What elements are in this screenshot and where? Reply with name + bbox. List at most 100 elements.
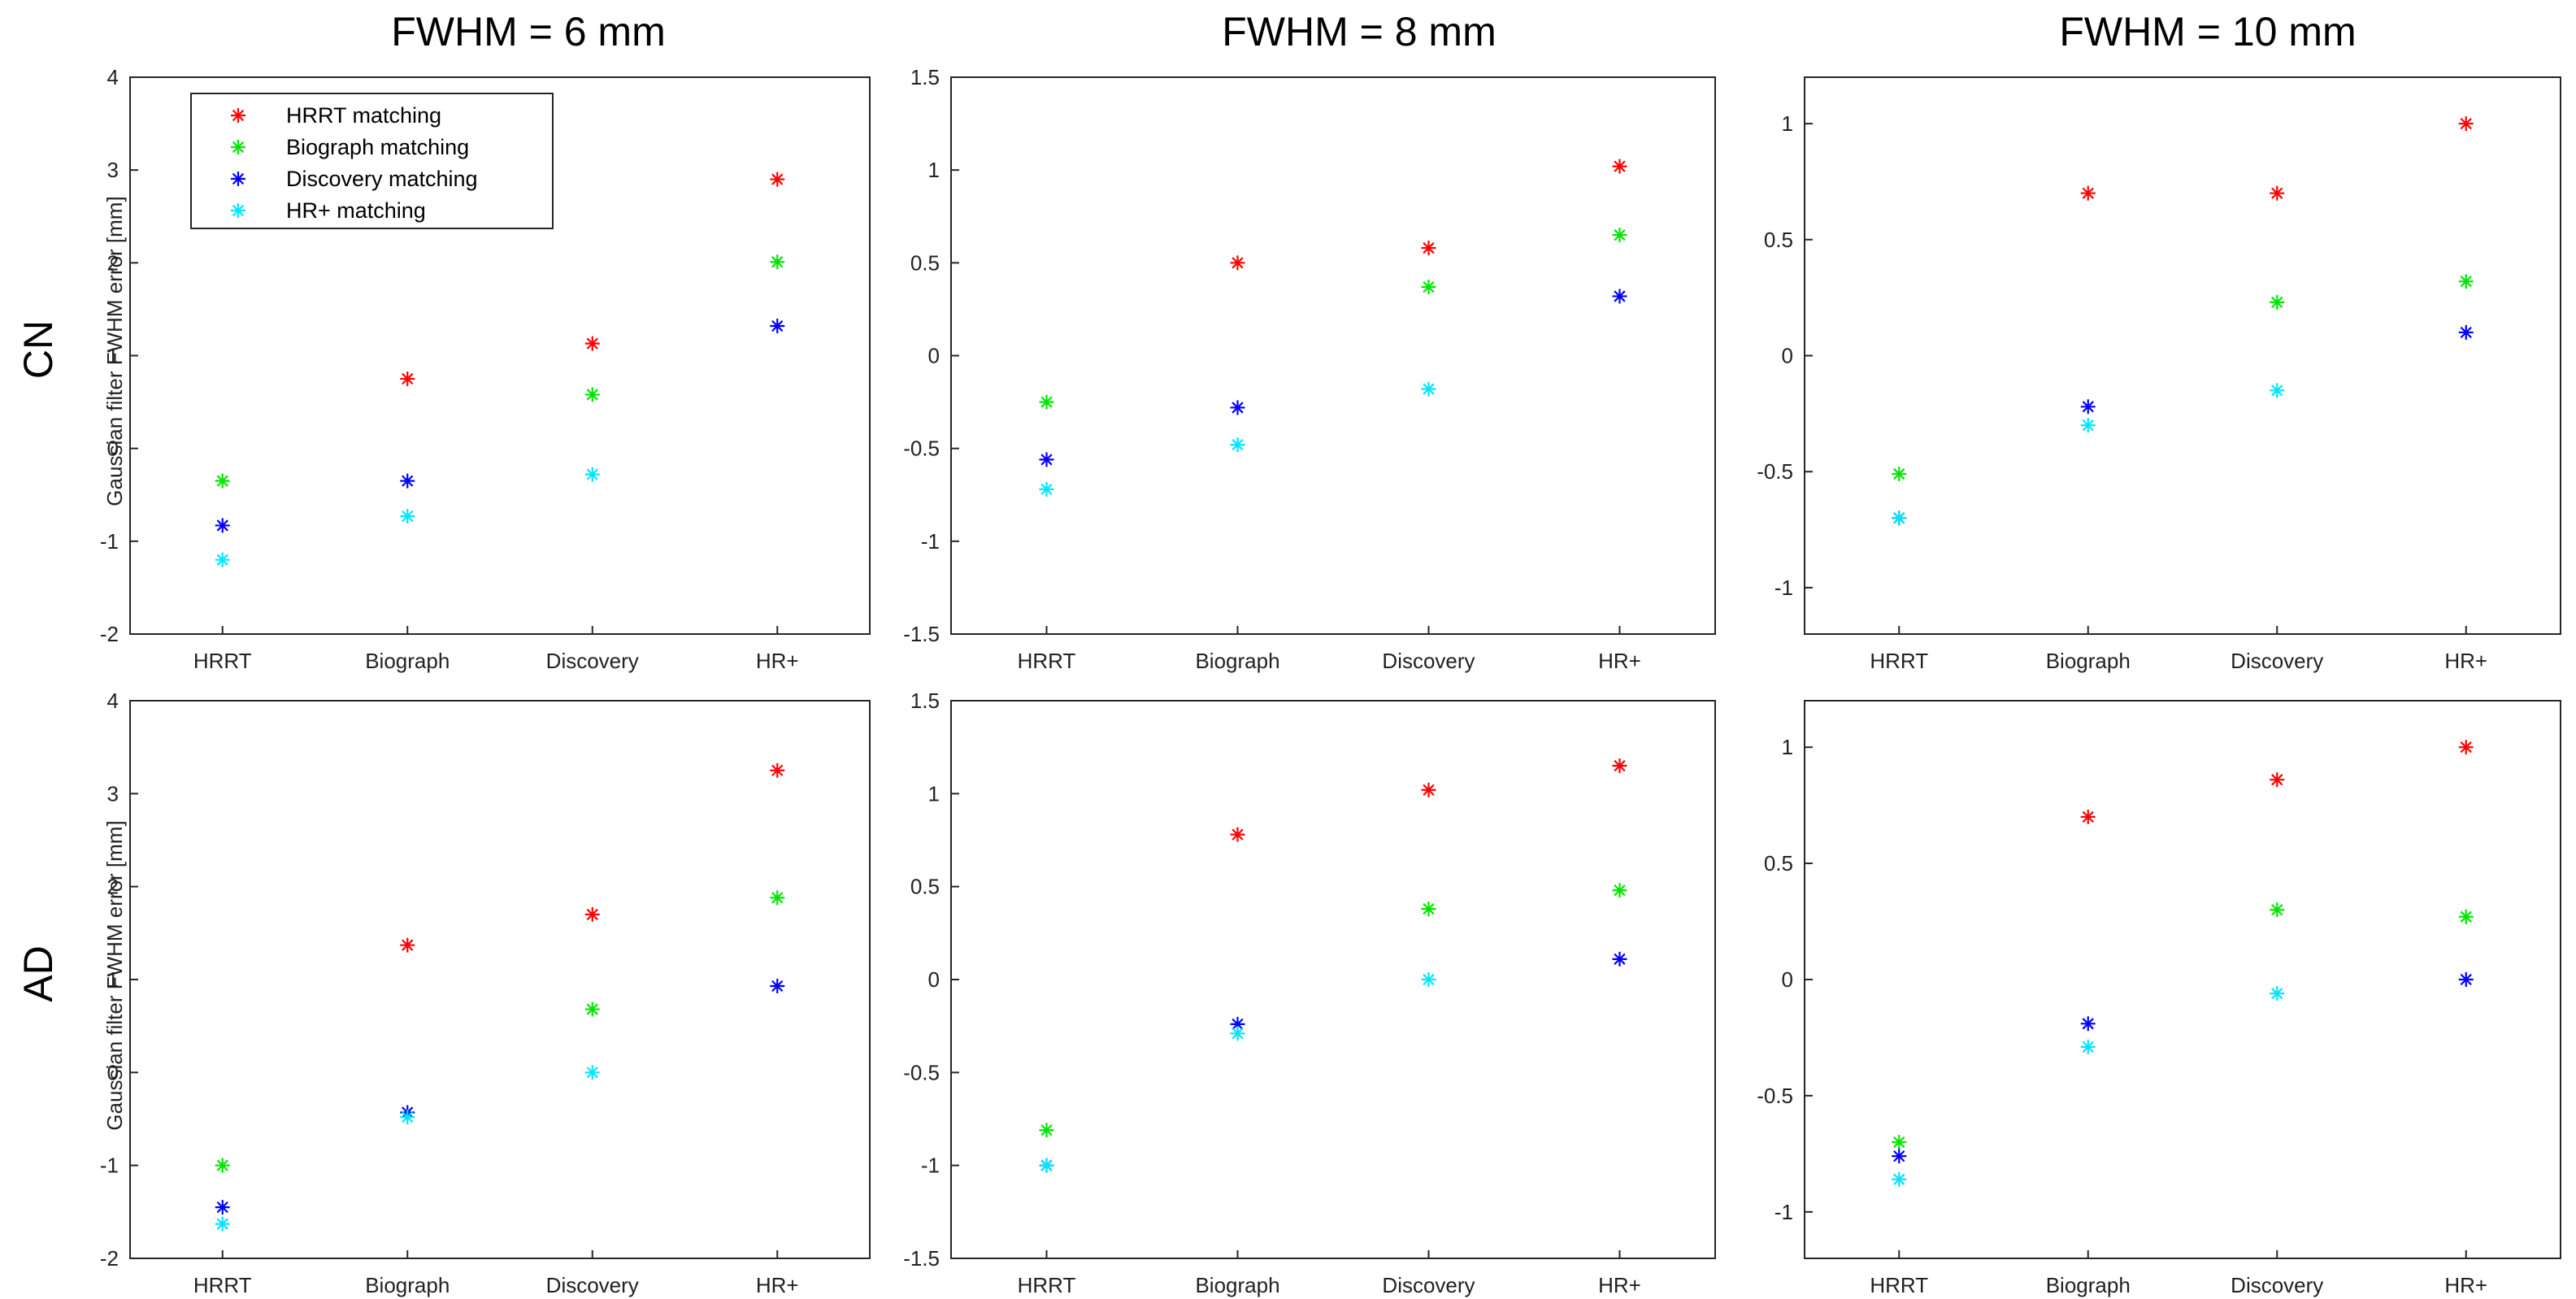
panel-ad-8mm-ytick-label-6: 1 (928, 781, 940, 806)
panel-ad-10mm-point-biograph-hrplus (2458, 909, 2474, 924)
panel-ad-6mm-point-hrplus-biograph (400, 1110, 415, 1125)
panel-ad-10mm-point-biograph-hrrt-stroke-4 (1893, 1136, 1905, 1149)
panel-cn-6mm-point-discovery-hrrt-stroke-4 (216, 519, 228, 532)
panel-ad-8mm-ytick-label-4: 0 (928, 967, 940, 992)
panel-cn-10mm-point-discovery-biograph-stroke-4 (2082, 401, 2094, 413)
panel-ad-6mm: -2 -1 0 1 2 3 4 HRRT Biograph Discovery HR+ (100, 689, 871, 1297)
panel-cn-8mm-point-biograph-discovery-stroke-4 (1423, 280, 1435, 293)
panel-ad-10mm-point-hrplus-discovery (2270, 986, 2285, 1001)
panel-cn-10mm-point-hrplus-biograph (2080, 418, 2096, 433)
panel-ad-6mm-point-biograph-discovery (584, 1001, 600, 1017)
panel-cn-8mm-point-discovery-biograph-stroke-4 (1232, 402, 1244, 414)
panel-ad-10mm-point-hrrt-discovery (2270, 772, 2285, 788)
panel-cn-8mm-point-hrrt-hrplus (1612, 159, 1627, 174)
panel-ad-10mm-point-biograph-hrplus-stroke-4 (2460, 910, 2472, 923)
panel-cn-10mm-point-biograph-hrrt (1892, 467, 1907, 482)
panel-ad-8mm-point-hrrt-hrplus-stroke-4 (1614, 759, 1626, 772)
panel-ad-6mm-ytick-label-1: -2 (100, 1246, 119, 1271)
panel-cn-10mm-point-biograph-hrrt-stroke-4 (1893, 467, 1905, 480)
column-title-6mm: FWHM = 6 mm (391, 9, 665, 54)
row-label-ad: AD (15, 945, 61, 1001)
panel-ad-8mm-xtick-label-hrplus: HR+ (1598, 1273, 1641, 1297)
panel-cn-10mm-point-discovery-biograph (2080, 399, 2096, 415)
panel-ad-6mm-point-biograph-hrplus-stroke-4 (771, 892, 784, 904)
panel-cn-10mm-xtick-label-biograph: Biograph (2046, 649, 2131, 673)
panel-ad-10mm-point-hrplus-biograph (2080, 1039, 2096, 1054)
legend-entry-discovery: Discovery matching (286, 167, 478, 191)
panel-cn-8mm-xtick-label-hrrt: HRRT (1018, 649, 1076, 673)
panel-ad-6mm-point-discovery-hrplus-stroke-4 (771, 980, 784, 993)
panel-ad-10mm-xtick-label-hrrt: HRRT (1870, 1273, 1928, 1297)
panel-cn-10mm-point-hrrt-discovery-stroke-4 (2271, 187, 2283, 199)
panel-cn-8mm-point-discovery-biograph (1230, 400, 1245, 415)
panel-ad-8mm-point-biograph-hrplus-stroke-4 (1614, 884, 1626, 897)
panel-ad-6mm-point-hrrt-discovery-stroke-4 (586, 908, 598, 921)
panel-cn-10mm-ytick-label-4: 0.5 (1764, 228, 1793, 252)
panel-ad-8mm: -1.5 -1 -0.5 0 0.5 1 1.5 HRRT Biograph Discovery H… (903, 689, 1716, 1297)
panel-ad-10mm-point-biograph-discovery-stroke-4 (2271, 904, 2283, 916)
panel-cn-8mm-point-discovery-hrplus (1612, 289, 1627, 304)
legend-marker-hrplus-stroke-4 (232, 204, 245, 217)
legend-entry-hrrt: HRRT matching (286, 103, 441, 128)
panel-ad-10mm-point-hrrt-hrplus-stroke-4 (2460, 741, 2472, 754)
panel-cn-8mm-xtick-label-biograph: Biograph (1195, 649, 1279, 673)
panel-ad-6mm-point-hrrt-hrplus (770, 762, 785, 778)
panel-cn-10mm-point-hrplus-hrrt-stroke-4 (1893, 512, 1905, 524)
panel-cn-6mm-point-hrrt-biograph (400, 371, 415, 387)
panel-ad-8mm-point-discovery-biograph (1230, 1016, 1245, 1032)
panel-cn-6mm-point-biograph-hrplus (770, 254, 785, 270)
panel-cn-8mm-point-discovery-hrrt-stroke-4 (1040, 454, 1053, 466)
panel-cn-6mm-point-hrplus-hrrt-stroke-4 (216, 554, 228, 566)
panel-ad-8mm-point-hrrt-discovery-stroke-4 (1423, 784, 1435, 796)
panel-ad-6mm-point-hrplus-discovery-stroke-4 (586, 1067, 598, 1079)
panel-ad-8mm-ytick-label-5: 0.5 (910, 875, 940, 899)
panel-ad-8mm-point-biograph-discovery (1421, 901, 1436, 917)
panel-cn-8mm-point-hrrt-discovery (1421, 241, 1436, 256)
panel-ad-8mm-point-hrrt-biograph (1230, 827, 1245, 842)
panel-ad-10mm-point-hrrt-biograph-stroke-4 (2082, 810, 2094, 823)
panel-ad-8mm-point-discovery-hrplus-stroke-4 (1614, 953, 1626, 965)
panel-cn-10mm-point-hrplus-biograph-stroke-4 (2082, 419, 2094, 432)
panel-cn-6mm-point-discovery-hrplus-stroke-4 (771, 319, 784, 332)
panel-cn-10mm-point-hrplus-discovery (2270, 383, 2285, 398)
panel-cn-6mm-ytick-label-2: -1 (100, 529, 119, 554)
panel-ad-6mm-point-discovery-hrrt (215, 1200, 230, 1215)
panel-ad-6mm-ytick-label-2: -1 (100, 1153, 119, 1178)
panel-cn-10mm-point-hrrt-hrplus-stroke-4 (2460, 117, 2472, 130)
panel-cn-6mm-ytick-label-7: 4 (107, 65, 119, 89)
panel-cn-6mm-point-hrplus-discovery-stroke-4 (586, 468, 598, 480)
panel-cn-6mm-point-biograph-discovery (584, 387, 600, 402)
panel-ad-10mm-ytick-label-1: -1 (1775, 1200, 1793, 1224)
panel-ad-10mm-xtick-label-hrplus: HR+ (2444, 1273, 2487, 1297)
panel-ad-8mm-point-hrplus-biograph-stroke-4 (1232, 1027, 1244, 1040)
panel-ad-10mm-point-discovery-hrplus (2458, 972, 2474, 987)
panel-ad-6mm-point-hrplus-hrrt-stroke-4 (216, 1218, 228, 1230)
panel-ad-6mm-point-discovery-hrrt-stroke-4 (216, 1201, 228, 1214)
panel-ad-6mm-point-hrrt-hrplus-stroke-4 (771, 764, 784, 776)
panel-ad-6mm-point-biograph-hrplus (770, 890, 785, 906)
panel-ad-10mm-xtick-label-discovery: Discovery (2231, 1273, 2323, 1297)
panel-ad-8mm-xtick-label-hrrt: HRRT (1018, 1273, 1076, 1297)
legend-marker-discovery (231, 172, 245, 186)
panel-ad-8mm-point-hrplus-discovery (1421, 972, 1436, 987)
panel-cn-10mm-xtick-label-hrplus: HR+ (2444, 649, 2487, 673)
panel-ad-10mm-ytick-label-3: 0 (1782, 967, 1793, 992)
panel-ad-8mm-point-biograph-hrplus (1612, 883, 1627, 898)
panel-cn-10mm-point-biograph-discovery-stroke-4 (2271, 296, 2283, 308)
panel-ad-8mm-point-biograph-hrrt (1039, 1123, 1054, 1138)
panel-cn-8mm-ytick-label-7: 1.5 (910, 65, 940, 89)
panel-ad-8mm-point-hrplus-hrrt (1039, 1158, 1054, 1173)
panel-cn-6mm-point-hrrt-discovery-stroke-4 (586, 337, 598, 350)
panel-ad-8mm-point-hrplus-discovery-stroke-4 (1423, 973, 1435, 986)
panel-ad-6mm-xtick-label-discovery: Discovery (546, 1273, 639, 1297)
panel-cn-6mm-ytick-label-6: 3 (107, 158, 119, 182)
panel-ad-8mm-point-hrrt-discovery (1421, 782, 1436, 797)
panel-ad-6mm-ytick-label-7: 4 (107, 689, 119, 713)
legend-marker-discovery-stroke-4 (232, 172, 245, 185)
panel-cn-10mm-point-hrrt-discovery (2270, 185, 2285, 201)
panel-ad-6mm-ytick-label-3: 0 (107, 1060, 119, 1084)
panel-cn-6mm-xtick-label-hrplus: HR+ (756, 649, 799, 673)
panel-cn-6mm-point-hrrt-biograph-stroke-4 (402, 372, 414, 385)
panel-ad-6mm-xtick-label-hrplus: HR+ (756, 1273, 799, 1297)
